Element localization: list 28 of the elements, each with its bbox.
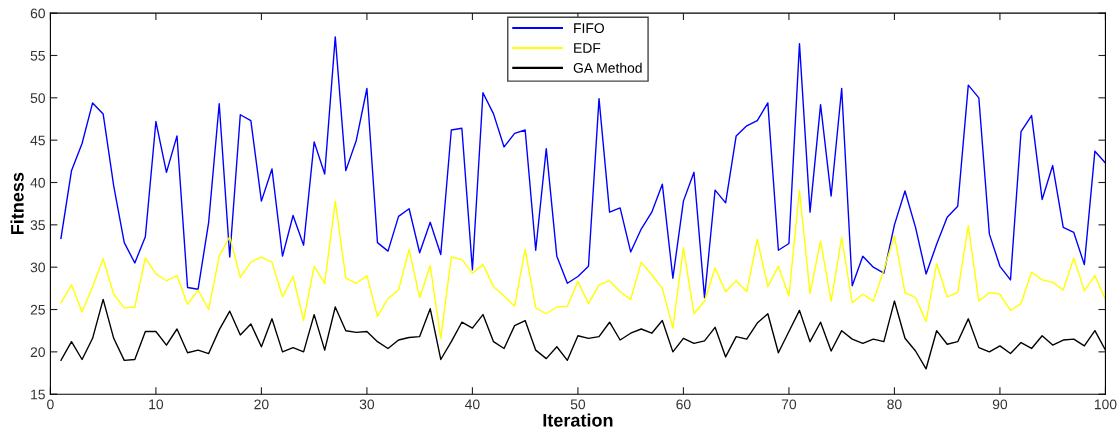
x-tick-label: 40 (465, 399, 480, 410)
y-tick-label: 40 (30, 177, 45, 188)
line-series (60, 36, 1106, 299)
y-tick-label: 50 (30, 93, 45, 103)
y-tick-label: 20 (30, 347, 45, 358)
x-tick-label: 60 (676, 399, 691, 410)
y-tick-label: 25 (30, 304, 45, 315)
legend-label: EDF (574, 43, 601, 53)
line-series (60, 189, 1106, 340)
x-tick-label: 90 (992, 399, 1008, 410)
y-tick-label: 15 (31, 389, 45, 400)
y-tick-label: 55 (30, 50, 45, 61)
x-tick-label: 10 (149, 399, 164, 410)
legend-label: FIFO (574, 23, 604, 34)
y-tick-label: 35 (30, 220, 45, 231)
x-tick-label: 30 (359, 399, 375, 410)
y-axis-title: Fitness (10, 172, 24, 235)
x-tick-label: 20 (254, 399, 269, 410)
x-tick-label: 70 (781, 399, 797, 410)
x-tick-label: 80 (887, 399, 902, 410)
x-axis-title: Iteration (543, 413, 613, 427)
x-tick-label: 0 (47, 399, 54, 410)
y-tick-label: 60 (30, 8, 45, 19)
y-tick-label: 45 (30, 135, 45, 146)
y-tick-label: 30 (30, 262, 45, 273)
legend-label: GA Method (573, 62, 642, 73)
x-tick-label: 50 (570, 399, 586, 410)
x-tick-label: 100 (1094, 399, 1117, 410)
